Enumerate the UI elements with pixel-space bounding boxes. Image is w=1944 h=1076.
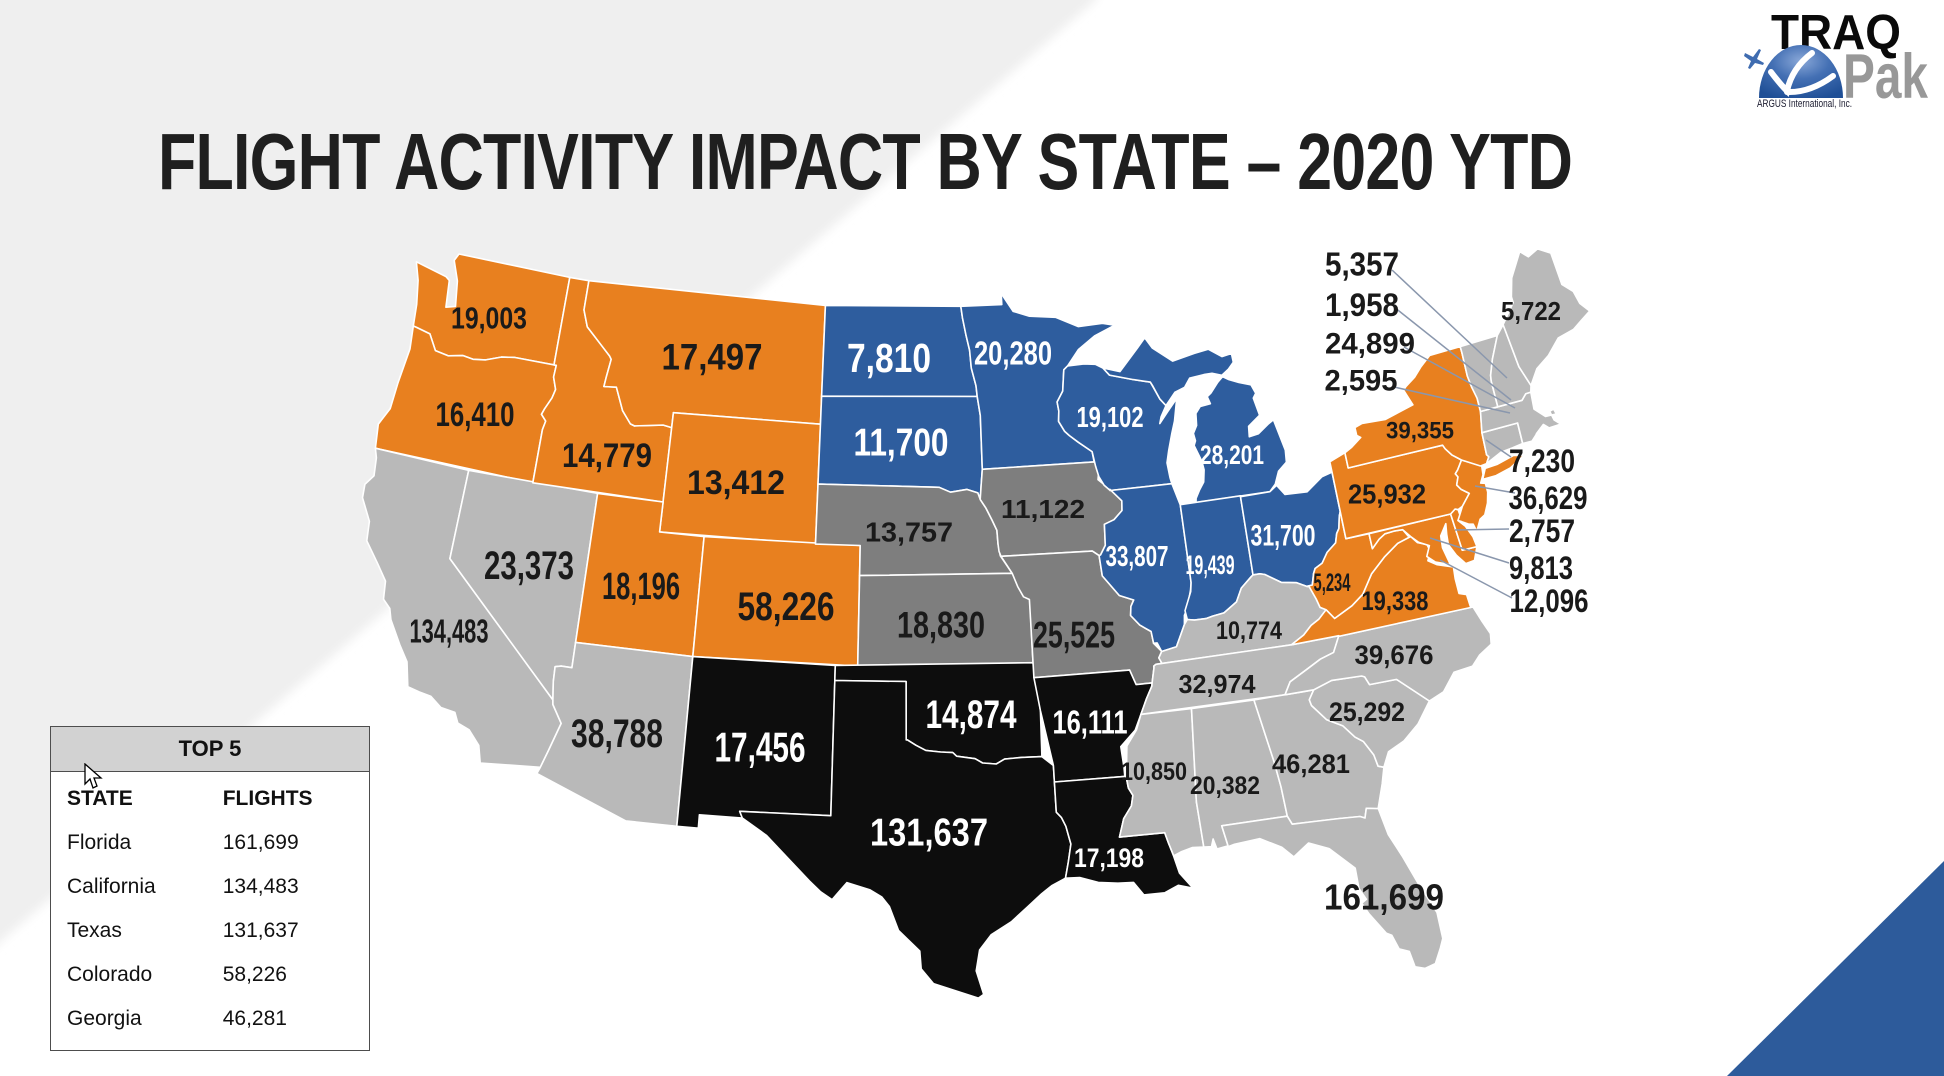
svg-text:13,412: 13,412 <box>687 464 785 502</box>
svg-text:12,096: 12,096 <box>1510 583 1589 619</box>
svg-text:16,410: 16,410 <box>436 396 515 434</box>
svg-text:58,226: 58,226 <box>738 585 835 629</box>
svg-text:25,525: 25,525 <box>1033 615 1115 656</box>
svg-text:1,958: 1,958 <box>1325 287 1399 323</box>
svg-text:19,102: 19,102 <box>1077 402 1144 434</box>
svg-text:11,700: 11,700 <box>854 422 949 465</box>
svg-text:10,774: 10,774 <box>1216 617 1282 645</box>
svg-text:18,830: 18,830 <box>897 605 985 646</box>
svg-text:5,722: 5,722 <box>1501 296 1561 326</box>
svg-text:14,874: 14,874 <box>926 693 1018 737</box>
svg-text:20,280: 20,280 <box>974 335 1052 372</box>
svg-text:ARGUS International, Inc.: ARGUS International, Inc. <box>1757 98 1852 110</box>
svg-text:Pak: Pak <box>1843 42 1929 112</box>
svg-text:38,788: 38,788 <box>571 712 663 756</box>
svg-text:19,439: 19,439 <box>1186 550 1235 580</box>
svg-text:19,003: 19,003 <box>451 301 527 336</box>
svg-text:46,281: 46,281 <box>1272 749 1350 779</box>
svg-text:19,338: 19,338 <box>1362 586 1429 616</box>
svg-text:161,699: 161,699 <box>1324 877 1444 918</box>
svg-text:17,497: 17,497 <box>662 337 763 378</box>
svg-text:25,932: 25,932 <box>1348 479 1426 510</box>
svg-text:20,382: 20,382 <box>1190 772 1260 800</box>
svg-text:32,974: 32,974 <box>1179 669 1257 699</box>
svg-text:25,292: 25,292 <box>1329 697 1405 727</box>
svg-text:24,899: 24,899 <box>1325 328 1415 361</box>
svg-text:39,355: 39,355 <box>1386 418 1454 445</box>
svg-text:17,198: 17,198 <box>1074 843 1144 873</box>
svg-text:9,813: 9,813 <box>1509 550 1573 586</box>
svg-text:5,234: 5,234 <box>1314 569 1351 597</box>
svg-text:5,357: 5,357 <box>1325 246 1399 283</box>
svg-text:18,196: 18,196 <box>602 566 680 608</box>
svg-text:11,122: 11,122 <box>1001 494 1085 524</box>
svg-text:31,700: 31,700 <box>1251 520 1316 553</box>
svg-text:2,595: 2,595 <box>1325 365 1398 398</box>
svg-text:33,807: 33,807 <box>1106 541 1169 573</box>
svg-text:14,779: 14,779 <box>562 437 652 475</box>
svg-text:16,111: 16,111 <box>1053 704 1128 741</box>
svg-text:23,373: 23,373 <box>484 544 574 588</box>
svg-text:36,629: 36,629 <box>1509 480 1588 516</box>
svg-text:134,483: 134,483 <box>410 613 489 650</box>
svg-text:2,757: 2,757 <box>1509 513 1575 549</box>
svg-text:13,757: 13,757 <box>865 517 953 548</box>
svg-text:10,850: 10,850 <box>1121 758 1187 786</box>
svg-text:39,676: 39,676 <box>1355 640 1434 670</box>
svg-text:28,201: 28,201 <box>1200 440 1264 470</box>
svg-text:7,810: 7,810 <box>847 335 931 381</box>
svg-text:7,230: 7,230 <box>1509 443 1575 479</box>
svg-text:17,456: 17,456 <box>715 724 806 771</box>
svg-text:131,637: 131,637 <box>870 812 988 855</box>
